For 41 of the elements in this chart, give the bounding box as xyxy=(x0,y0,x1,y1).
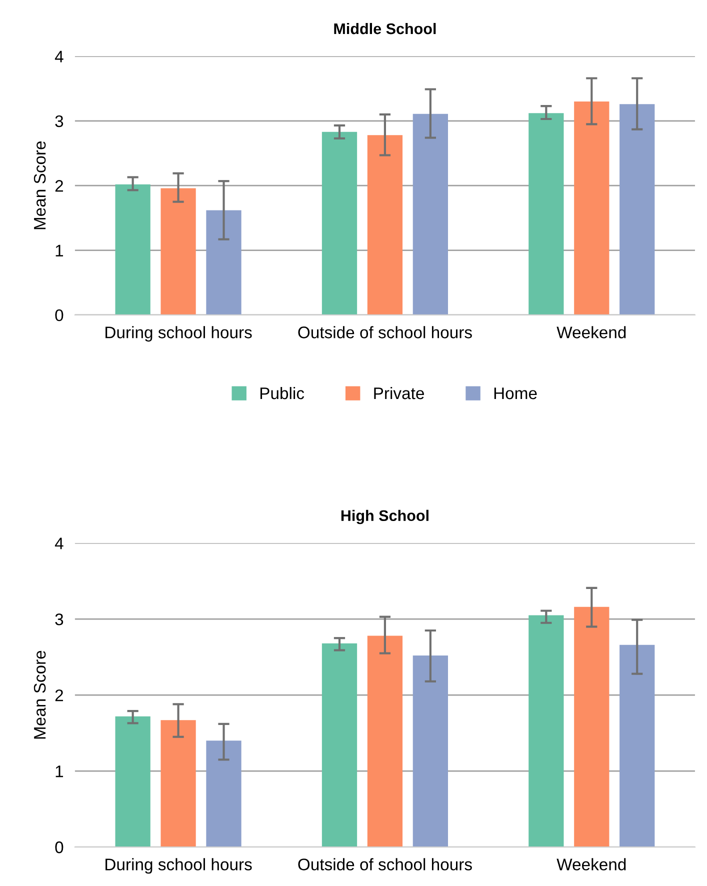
bar xyxy=(322,132,358,315)
bar xyxy=(160,720,196,848)
bar xyxy=(412,656,448,848)
y-axis-title: Mean Score xyxy=(34,650,46,739)
legend-label: Public xyxy=(260,386,304,400)
bar xyxy=(206,740,242,848)
y-tick-label: 0 xyxy=(55,309,64,322)
y-tick-label: 2 xyxy=(55,180,63,192)
bar xyxy=(528,113,564,315)
bar xyxy=(528,615,564,848)
bar xyxy=(620,104,655,315)
bar xyxy=(367,135,403,315)
chart-title: High School xyxy=(341,510,428,524)
y-tick-label: 3 xyxy=(55,613,64,626)
bar xyxy=(322,643,358,848)
legend-label: Private xyxy=(374,386,424,400)
y-tick-label: 4 xyxy=(54,538,64,550)
x-tick-label: Weekend xyxy=(556,326,626,338)
chart-title: Middle School xyxy=(334,22,436,34)
x-tick-label: During school hours xyxy=(106,326,252,342)
legend-label: Home xyxy=(494,388,537,400)
y-tick-label: 3 xyxy=(55,115,64,128)
bar xyxy=(574,606,610,848)
bar xyxy=(412,114,448,315)
bar xyxy=(574,102,610,315)
x-tick-label: Outside of school hours xyxy=(298,326,472,338)
x-tick-label: During school hours xyxy=(106,858,252,874)
bar xyxy=(115,716,150,848)
bar xyxy=(367,636,403,848)
bar xyxy=(160,188,196,315)
x-tick-label: Outside of school hours xyxy=(298,858,472,870)
y-tick-label: 4 xyxy=(54,50,64,62)
y-tick-label: 0 xyxy=(55,841,64,854)
y-tick-label: 1 xyxy=(56,244,64,256)
bar xyxy=(206,210,242,315)
y-tick-label: 2 xyxy=(55,689,63,702)
y-axis-title: Mean Score xyxy=(34,141,46,230)
bar xyxy=(115,184,150,315)
bar xyxy=(620,644,655,848)
y-tick-label: 1 xyxy=(56,766,64,778)
x-tick-label: Weekend xyxy=(556,858,626,870)
